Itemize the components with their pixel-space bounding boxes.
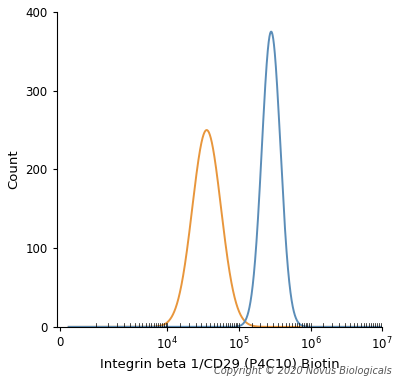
Y-axis label: Count: Count [7,150,20,189]
X-axis label: Integrin beta 1/CD29 (P4C10) Biotin: Integrin beta 1/CD29 (P4C10) Biotin [100,358,339,371]
Text: Copyright © 2020 Novus Biologicals: Copyright © 2020 Novus Biologicals [214,366,392,376]
